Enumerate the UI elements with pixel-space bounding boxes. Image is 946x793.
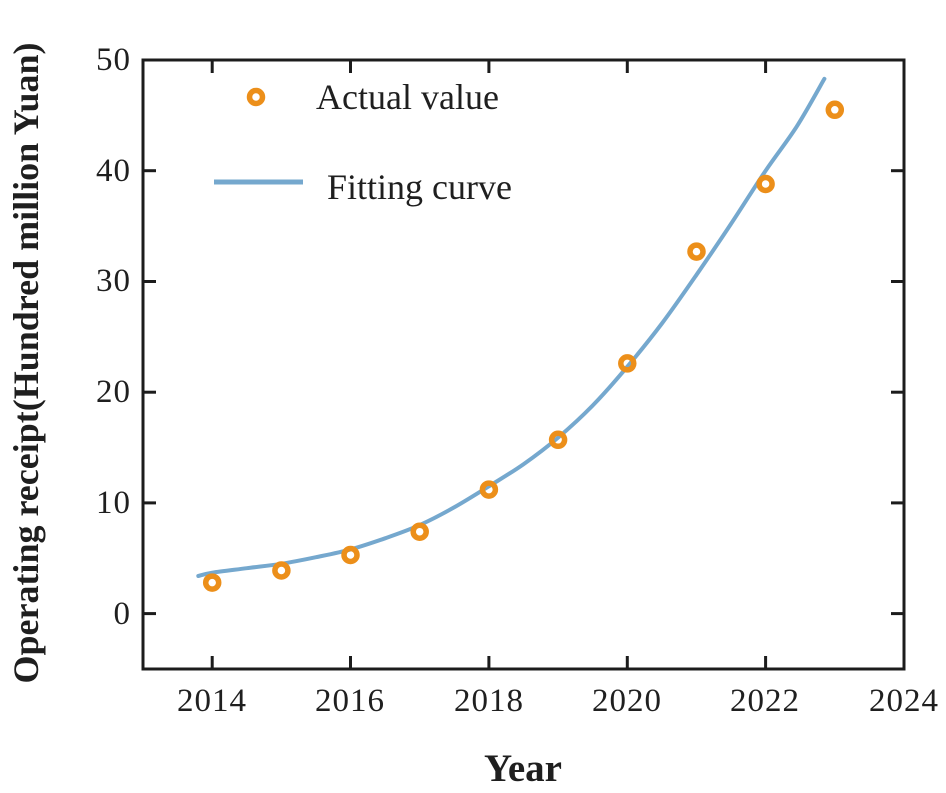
legend-label-fitting-curve: Fitting curve <box>327 167 512 207</box>
y-tick-label: 10 <box>96 485 131 521</box>
y-tick-label: 40 <box>96 153 131 189</box>
y-axis-label-text: Operating receipt(Hundred million Yuan) <box>6 42 46 684</box>
y-tick-label: 30 <box>96 263 131 299</box>
data-point-marker <box>341 545 360 565</box>
data-point-marker <box>618 354 637 373</box>
y-tick-label: 50 <box>96 42 131 78</box>
y-tick-label: 0 <box>113 596 131 632</box>
data-point-marker <box>410 522 429 541</box>
legend-label-actual-value: Actual value <box>316 77 499 117</box>
x-tick-label: 2016 <box>315 683 385 719</box>
x-tick-label: 2014 <box>177 683 247 719</box>
x-tick-label: 2022 <box>730 683 800 719</box>
x-tick-label: 2018 <box>454 683 524 719</box>
x-tick-label: 2024 <box>869 683 939 719</box>
data-point-marker <box>202 573 222 592</box>
x-tick-label: 2020 <box>592 683 662 719</box>
data-point-marker <box>548 430 568 450</box>
plot-frame <box>141 58 906 671</box>
data-point-marker <box>687 242 706 261</box>
data-point-marker <box>479 480 499 499</box>
x-axis-label: Year <box>484 747 562 790</box>
y-tick-label: 20 <box>96 374 131 410</box>
data-point-marker <box>756 174 775 194</box>
fitting-curve-line <box>196 76 827 578</box>
data-point-marker <box>825 100 845 120</box>
data-point-marker <box>272 561 291 580</box>
legend-marker-actual-value <box>246 87 266 107</box>
